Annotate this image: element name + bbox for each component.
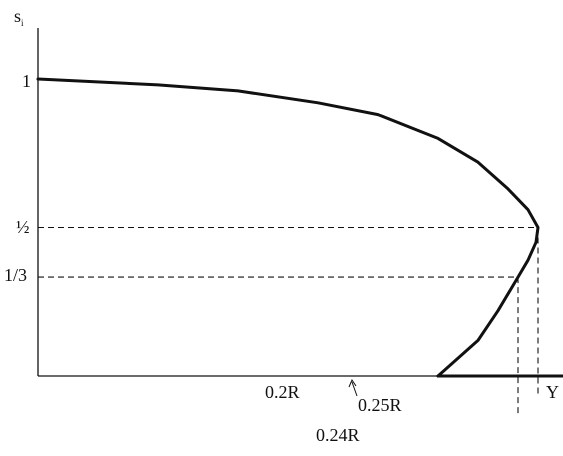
x-tick-label-0.25R: 0.25R xyxy=(358,395,402,415)
arrow-icon xyxy=(348,378,358,397)
x-axis-label: Y xyxy=(546,382,559,402)
data-series xyxy=(36,77,563,378)
x-tick-label-0.24R: 0.24R xyxy=(316,425,360,445)
reference-lines xyxy=(38,226,539,414)
y-tick-label-1: 1 xyxy=(22,71,31,91)
series-line-0 xyxy=(36,77,540,378)
x-tick-label-0.2R: 0.2R xyxy=(265,382,300,402)
y-tick-label-third: 1/3 xyxy=(4,265,27,285)
y-axis-label: si xyxy=(14,6,24,28)
y-tick-label-half: ½ xyxy=(16,217,30,237)
